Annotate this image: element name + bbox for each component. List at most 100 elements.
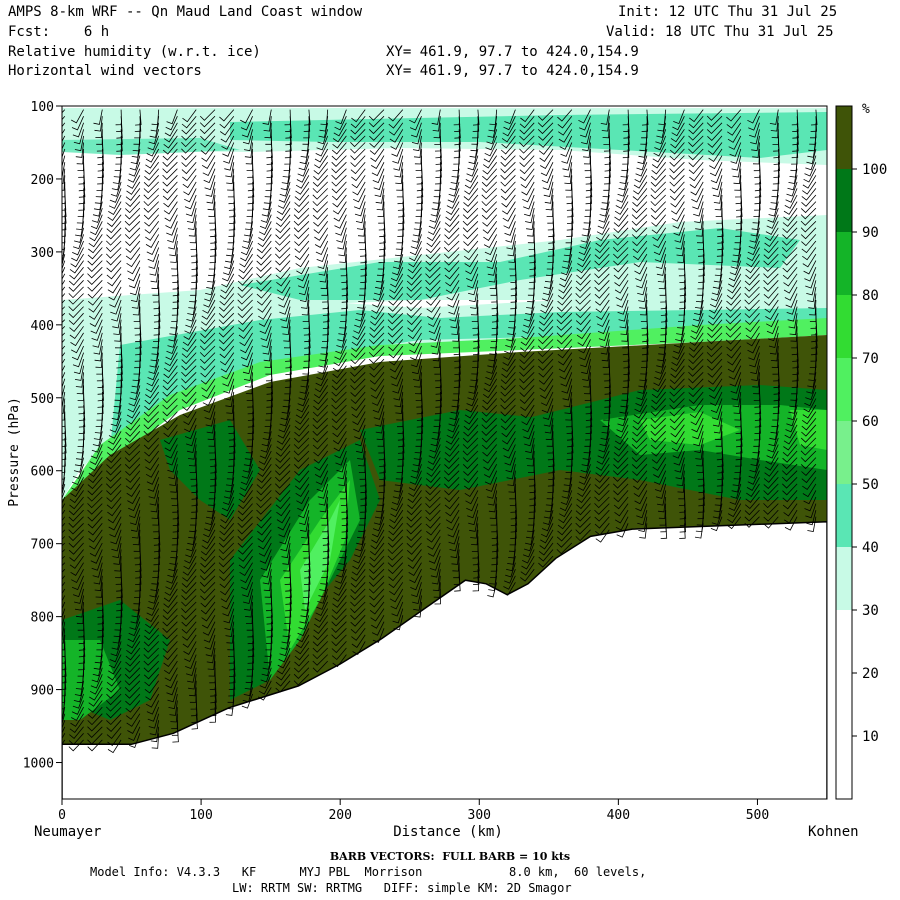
wind-barb xyxy=(407,549,422,562)
wind-barb xyxy=(110,181,122,197)
wind-barb xyxy=(651,161,667,175)
wind-barb xyxy=(71,116,84,131)
wind-barb xyxy=(370,306,385,320)
wind-barb xyxy=(406,273,422,286)
wind-barb xyxy=(800,227,817,240)
wind-barb xyxy=(332,424,347,438)
wind-barb xyxy=(312,201,328,213)
wind-barb xyxy=(633,477,648,491)
wind-barb xyxy=(229,431,236,448)
wind-barb xyxy=(71,700,84,715)
wind-barb xyxy=(245,608,253,625)
wind-barb xyxy=(520,109,535,123)
wind-barb xyxy=(747,339,760,354)
wind-barb xyxy=(304,562,311,579)
wind-barb xyxy=(147,477,160,492)
wind-barb xyxy=(433,122,441,139)
wind-barb xyxy=(615,286,629,301)
wind-barb xyxy=(354,201,366,217)
wind-barb xyxy=(332,135,347,149)
wind-barb xyxy=(520,404,535,419)
wind-barb xyxy=(525,529,535,545)
wind-barb xyxy=(538,365,554,378)
wind-barb xyxy=(316,477,329,492)
wind-barb xyxy=(284,601,292,618)
wind-barb xyxy=(585,168,593,185)
wind-barb xyxy=(143,431,159,443)
x-tick-label: 0 xyxy=(58,808,66,823)
wind-barb xyxy=(370,378,385,392)
wind-barb xyxy=(149,582,160,598)
wind-barb xyxy=(425,503,441,515)
wind-barb xyxy=(371,621,385,636)
wind-barb xyxy=(445,201,460,215)
wind-barb xyxy=(162,601,178,615)
wind-barb xyxy=(88,299,103,313)
wind-barb xyxy=(150,726,160,743)
wind-barb xyxy=(340,254,347,270)
wind-barb xyxy=(148,483,160,499)
wind-barb xyxy=(92,431,103,447)
wind-barb xyxy=(773,372,780,389)
wind-barb xyxy=(481,437,497,450)
wind-barb xyxy=(688,378,704,391)
wind-barb xyxy=(688,122,704,135)
wind-barb xyxy=(426,234,441,248)
wind-barb xyxy=(134,122,141,139)
wind-barb xyxy=(227,175,235,191)
wind-barb xyxy=(218,326,235,338)
wind-barb xyxy=(243,680,253,697)
wind-barb xyxy=(807,372,817,388)
wind-barb xyxy=(129,280,141,296)
wind-barb xyxy=(709,155,723,170)
wind-barb xyxy=(95,582,103,598)
terrain-mask xyxy=(62,521,827,799)
wind-barb xyxy=(275,457,291,470)
wind-barb xyxy=(350,614,366,627)
wind-barb xyxy=(537,345,554,358)
wind-barb xyxy=(87,719,103,732)
wind-barb xyxy=(350,352,366,365)
wind-barb xyxy=(318,582,329,598)
wind-barb xyxy=(669,161,685,174)
wind-barb xyxy=(763,483,779,496)
wind-barb xyxy=(72,240,84,256)
wind-barb xyxy=(293,221,310,233)
wind-barb xyxy=(651,398,667,411)
wind-barb xyxy=(575,293,591,305)
wind-barb xyxy=(147,595,160,610)
wind-barb xyxy=(298,503,310,519)
wind-barb xyxy=(322,313,330,329)
wind-barb xyxy=(546,201,554,218)
wind-barb xyxy=(745,496,760,510)
wind-barb xyxy=(201,536,216,550)
wind-barb xyxy=(409,109,422,124)
wind-barb xyxy=(162,168,178,180)
colorbar-tick-label: 60 xyxy=(862,414,879,430)
wind-barb xyxy=(199,109,216,121)
wind-barb xyxy=(88,234,103,248)
wind-barb xyxy=(352,641,366,656)
wind-barb xyxy=(372,523,385,538)
wind-barb xyxy=(75,372,84,388)
wind-barb xyxy=(245,378,253,395)
wind-barb xyxy=(520,168,535,182)
wind-barb xyxy=(444,234,460,246)
wind-barb xyxy=(500,411,516,424)
wind-barb xyxy=(472,109,480,126)
wind-barb xyxy=(673,450,685,466)
wind-barb xyxy=(713,188,723,204)
wind-barb xyxy=(221,273,235,288)
wind-barb xyxy=(654,365,667,381)
wind-barb xyxy=(481,181,497,194)
wind-barb xyxy=(294,201,310,214)
wind-barb xyxy=(209,240,217,257)
wind-barb xyxy=(427,457,441,471)
wind-barb xyxy=(731,385,742,401)
wind-barb xyxy=(594,260,610,272)
wind-barb xyxy=(143,654,159,666)
wind-barb xyxy=(545,194,554,211)
wind-barb xyxy=(358,227,366,244)
wind-barb xyxy=(725,312,742,325)
wind-barb xyxy=(425,253,441,266)
